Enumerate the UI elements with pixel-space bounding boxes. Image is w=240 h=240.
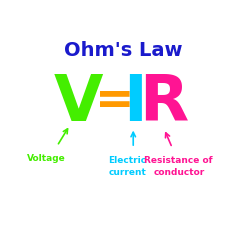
- Text: =: =: [95, 79, 134, 124]
- Text: Voltage: Voltage: [27, 154, 66, 163]
- Text: Ohm's Law: Ohm's Law: [64, 42, 182, 60]
- Text: R: R: [139, 72, 189, 134]
- Text: V: V: [54, 72, 103, 134]
- Text: I: I: [123, 72, 147, 134]
- Text: Electric
current: Electric current: [108, 156, 147, 177]
- Text: Resistance of
conductor: Resistance of conductor: [144, 156, 213, 177]
